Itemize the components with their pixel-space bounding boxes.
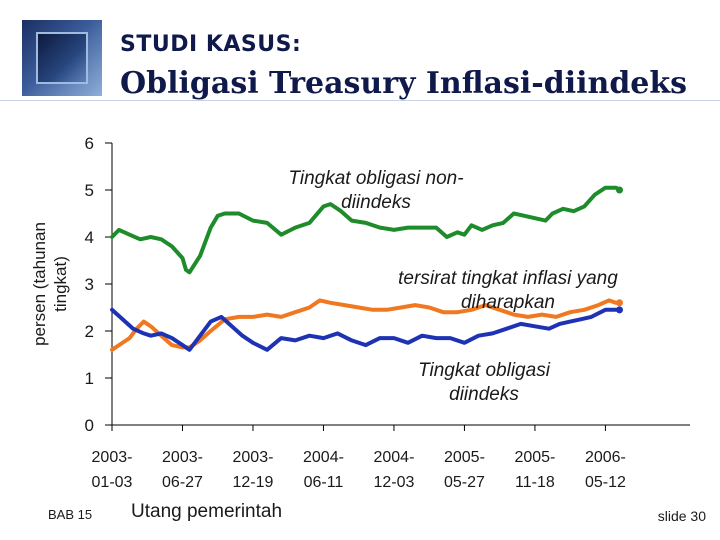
x-tick-label-top: 2003- bbox=[92, 449, 133, 466]
title-decoration-inner bbox=[36, 32, 88, 84]
slide-number: slide 30 bbox=[657, 508, 706, 524]
y-tick-label: 0 bbox=[85, 416, 94, 435]
indexed-yield-label-line1: Tingkat obligasi bbox=[418, 360, 551, 381]
x-tick-label-bottom: 12-19 bbox=[233, 474, 274, 491]
x-tick-label-top: 2005- bbox=[514, 449, 555, 466]
x-tick-label-bottom: 06-27 bbox=[162, 474, 203, 491]
nominal-yield-label-line2: diindeks bbox=[341, 192, 411, 213]
expected-inflation-line-end-point bbox=[616, 299, 624, 307]
x-tick-label-bottom: 05-27 bbox=[444, 474, 485, 491]
y-tick-label: 2 bbox=[85, 322, 94, 341]
y-axis-label-line1: persen (tahunan bbox=[30, 222, 49, 346]
slide-title: Obligasi Treasury Inflasi-diindeks bbox=[120, 66, 688, 101]
x-tick-label-bottom: 05-12 bbox=[585, 474, 626, 491]
indexed-yield-label-line2: diindeks bbox=[449, 384, 519, 405]
footer-chapter: BAB 15 bbox=[48, 507, 93, 522]
indexed-yield-line bbox=[110, 307, 622, 352]
nominal-yield-label-line1: Tingkat obligasi non- bbox=[288, 168, 463, 189]
expected-inflation-line bbox=[110, 298, 622, 352]
y-tick-label: 3 bbox=[85, 275, 94, 294]
y-tick-label: 6 bbox=[85, 134, 94, 153]
x-tick-label-top: 2006- bbox=[585, 449, 626, 466]
y-axis-label-line2: tingkat) bbox=[51, 256, 70, 312]
x-tick-label-top: 2003- bbox=[162, 449, 203, 466]
x-tick-label-bottom: 12-03 bbox=[373, 474, 414, 491]
title-decoration bbox=[22, 20, 102, 96]
y-tick-label: 4 bbox=[85, 228, 94, 247]
nominal-yield-line bbox=[110, 185, 622, 275]
x-tick-label-top: 2004- bbox=[303, 449, 344, 466]
footer-topic: Utang pemerintah bbox=[131, 501, 283, 522]
x-tick-label-bottom: 11-18 bbox=[515, 474, 555, 491]
y-tick-label: 1 bbox=[85, 369, 94, 388]
x-tick-label-bottom: 06-11 bbox=[304, 474, 344, 491]
nominal-yield-line-end-point bbox=[616, 186, 624, 194]
x-tick-label-top: 2004- bbox=[373, 449, 414, 466]
y-tick-label: 5 bbox=[85, 181, 94, 200]
expected-inflation-label-line2: diharapkan bbox=[461, 292, 555, 313]
case-study-kicker: STUDI KASUS: bbox=[120, 32, 302, 57]
indexed-yield-line-end-point bbox=[616, 306, 624, 314]
x-tick-label-bottom: 01-03 bbox=[92, 474, 133, 491]
expected-inflation-label-line1: tersirat tingkat inflasi yang bbox=[398, 268, 618, 289]
x-tick-label-top: 2005- bbox=[444, 449, 485, 466]
header-divider bbox=[0, 100, 720, 101]
x-tick-label-top: 2003- bbox=[233, 449, 274, 466]
